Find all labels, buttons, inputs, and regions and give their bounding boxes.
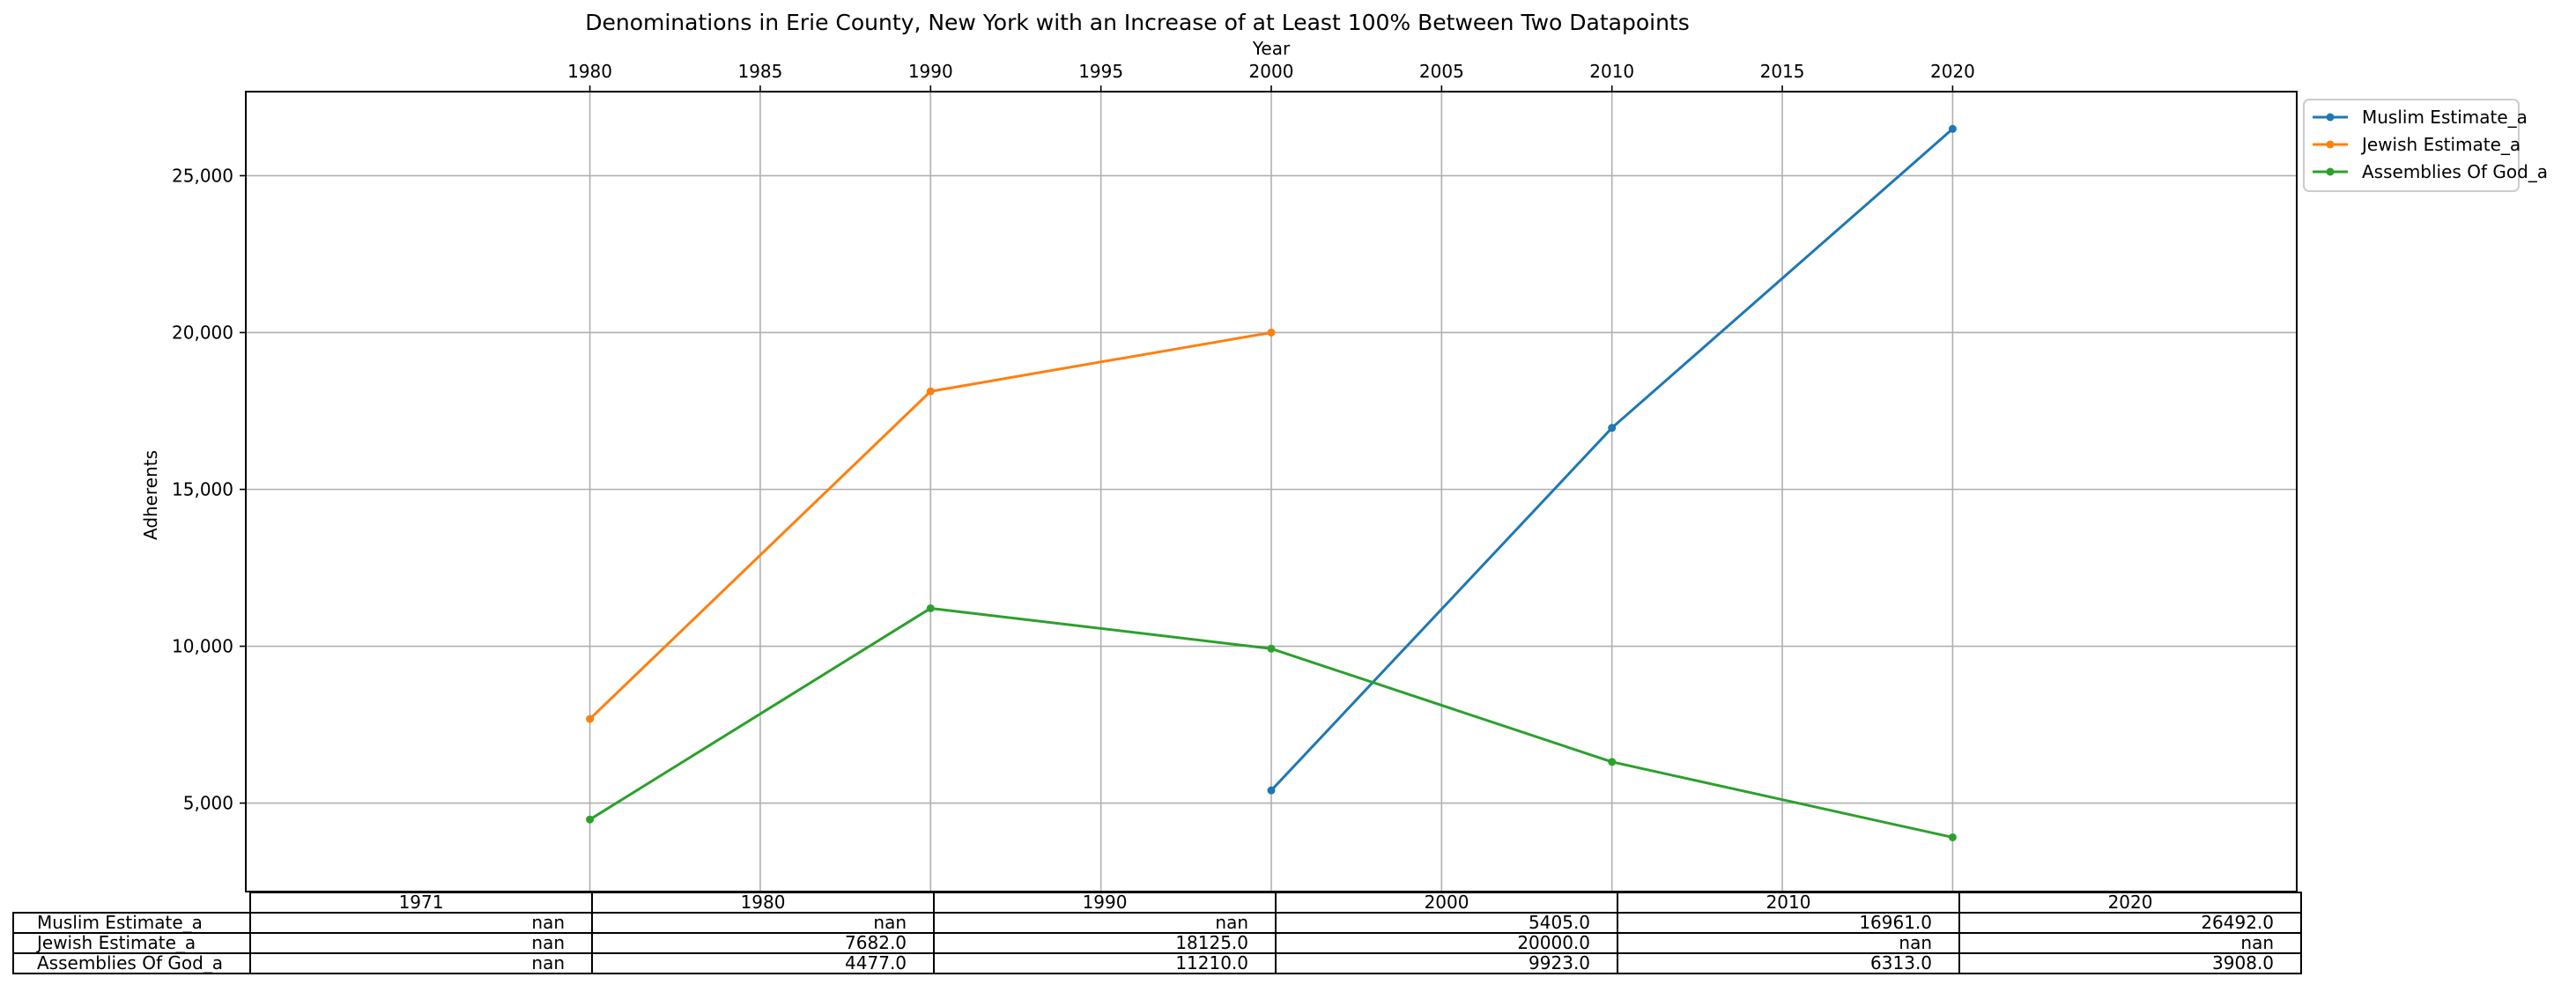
table-row-label: Muslim Estimate_a bbox=[11, 912, 252, 934]
data-point bbox=[926, 387, 935, 396]
legend-entry-label: Jewish Estimate_a bbox=[2360, 134, 2520, 155]
legend-entry-label: Assemblies Of God_a bbox=[2362, 161, 2548, 182]
x-tick-label: 1980 bbox=[567, 61, 612, 82]
table-column-header: 2010 bbox=[1617, 892, 1961, 914]
data-point bbox=[1267, 644, 1276, 653]
data-point bbox=[1608, 758, 1617, 766]
table-cell: 9923.0 bbox=[1275, 952, 1619, 974]
series-lines bbox=[586, 124, 1957, 841]
table-cell: 5405.0 bbox=[1275, 912, 1619, 934]
table-cell: nan bbox=[591, 912, 936, 934]
table-cell: nan bbox=[249, 952, 594, 974]
legend-swatch-marker bbox=[2326, 140, 2335, 149]
table-header-row: 1971 1980 1990 2000 2010 2020 bbox=[13, 892, 2303, 914]
x-axis-label: Year bbox=[1252, 38, 1291, 59]
y-tick-label: 10,000 bbox=[172, 636, 233, 657]
table-row-label: Jewish Estimate_a bbox=[11, 932, 252, 954]
x-tick-label: 2005 bbox=[1419, 61, 1464, 82]
table-cell: 4477.0 bbox=[591, 952, 936, 974]
legend-entry-label: Muslim Estimate_a bbox=[2362, 107, 2528, 128]
table-column-header: 2000 bbox=[1275, 892, 1619, 914]
table-cell: 16961.0 bbox=[1617, 912, 1961, 934]
chart-title: Denominations in Erie County, New York w… bbox=[585, 10, 1690, 35]
x-tick-label: 2010 bbox=[1589, 61, 1634, 82]
y-axis-label: Adherents bbox=[140, 450, 161, 540]
legend-swatch-marker bbox=[2326, 167, 2335, 176]
table-cell: 18125.0 bbox=[933, 932, 1277, 954]
x-tick-label: 1990 bbox=[908, 61, 953, 82]
table-cell: nan bbox=[1617, 932, 1961, 954]
table-cell: nan bbox=[933, 912, 1277, 934]
table-cell: nan bbox=[1958, 932, 2303, 954]
table-row-label: Assemblies Of God_a bbox=[11, 952, 252, 974]
table-cell: nan bbox=[249, 912, 594, 934]
x-ticks: 1980 1985 1990 1995 2000 2005 2010 2015 2020 bbox=[567, 61, 1975, 92]
x-tick-label: 2000 bbox=[1249, 61, 1294, 82]
data-point bbox=[586, 815, 595, 824]
data-table: 1971 1980 1990 2000 2010 2020 Muslim Estimate_… bbox=[11, 892, 2303, 974]
x-tick-label: 1985 bbox=[737, 61, 782, 82]
table-corner-cell bbox=[13, 892, 252, 913]
legend-frame bbox=[2303, 99, 2520, 192]
table-column-header: 2020 bbox=[1958, 892, 2303, 914]
legend: Muslim Estimate_a Jewish Estimate_a Assemb… bbox=[2303, 99, 2548, 192]
table-column-header: 1971 bbox=[249, 892, 594, 914]
table-cell: 7682.0 bbox=[591, 932, 936, 954]
table-column-header: 1990 bbox=[933, 892, 1277, 914]
table-cell: 26492.0 bbox=[1958, 912, 2303, 934]
data-point bbox=[1948, 833, 1957, 841]
table-cell: nan bbox=[249, 932, 594, 954]
table-cell: 3908.0 bbox=[1958, 952, 2303, 974]
table-row: Assemblies Of God_a nan 4477.0 11210.0 9923.… bbox=[11, 952, 2303, 974]
y-tick-label: 25,000 bbox=[172, 165, 233, 186]
table-cell: 6313.0 bbox=[1617, 952, 1961, 974]
data-point bbox=[1948, 124, 1957, 133]
y-ticks: 5,000 10,000 15,000 20,000 25,000 bbox=[172, 165, 246, 814]
data-point bbox=[1267, 328, 1276, 337]
data-point bbox=[586, 714, 595, 723]
table-row: Muslim Estimate_a nan nan nan 5405.0 16961.0 2… bbox=[11, 912, 2303, 934]
y-tick-label: 15,000 bbox=[172, 479, 233, 500]
x-tick-label: 2020 bbox=[1930, 61, 1975, 82]
x-tick-label: 1995 bbox=[1078, 61, 1123, 82]
data-point bbox=[1608, 424, 1617, 433]
y-tick-label: 5,000 bbox=[183, 793, 233, 814]
x-tick-label: 2015 bbox=[1760, 61, 1805, 82]
y-tick-label: 20,000 bbox=[172, 322, 233, 343]
table-cell: 20000.0 bbox=[1275, 932, 1619, 954]
table-column-header: 1980 bbox=[591, 892, 936, 914]
data-point bbox=[1267, 786, 1276, 795]
grid-lines bbox=[246, 92, 2297, 892]
legend-swatch-marker bbox=[2326, 113, 2335, 122]
plot-frame bbox=[245, 91, 2298, 892]
table-cell: 11210.0 bbox=[933, 952, 1277, 974]
data-point bbox=[926, 603, 935, 612]
table-row: Jewish Estimate_a nan 7682.0 18125.0 20000.0… bbox=[11, 932, 2303, 954]
